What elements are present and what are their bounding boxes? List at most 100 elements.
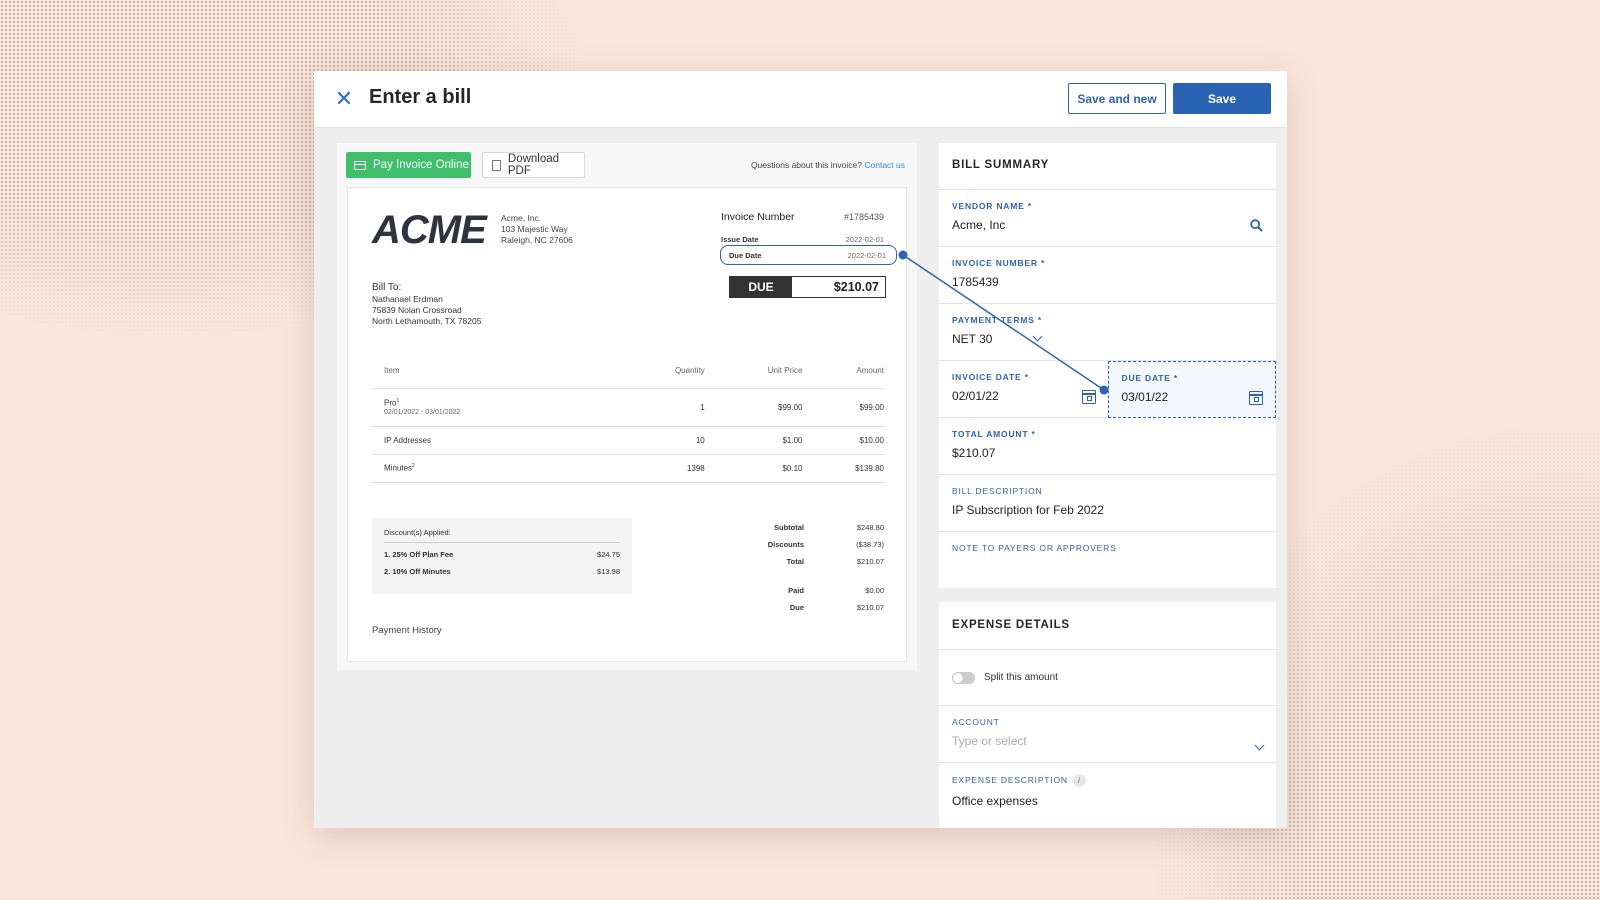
account-label: ACCOUNT [952, 717, 1000, 727]
info-icon[interactable]: i [1072, 774, 1086, 787]
column-header-item: Item [372, 366, 621, 389]
chevron-down-icon[interactable] [1032, 331, 1043, 342]
vendor-address: Acme, Inc. 103 Majestic Way Raleigh, NC … [501, 213, 573, 246]
invoice-number-value: #1785439 [843, 212, 884, 222]
totals-label: Due [789, 603, 804, 612]
totals-label: Total [786, 557, 804, 566]
acme-logo: ACME [372, 208, 487, 252]
vendor-name-label: VENDOR NAME * [952, 201, 1032, 211]
chevron-down-icon[interactable] [1254, 736, 1265, 754]
totals-row: Total $210.07 [728, 557, 884, 574]
invoice-preview-panel: Pay Invoice Online Download PDF Question… [337, 143, 917, 670]
expense-description-value[interactable]: Office expenses [952, 794, 1038, 808]
totals-label: Subtotal [774, 523, 804, 532]
bill-description-field[interactable]: BILL DESCRIPTION IP Subscription for Feb… [939, 475, 1276, 532]
bill-to-heading: Bill To: [372, 282, 402, 293]
expense-description-field[interactable]: EXPENSE DESCRIPTION i Office expenses [939, 763, 1276, 820]
item-footnote: 1 [396, 398, 400, 405]
payment-history-label: Payment History [372, 625, 442, 636]
totals-row: Discounts ($38.73) [728, 540, 884, 557]
unit-price-cell: $0.10 [704, 454, 803, 483]
bill-to-line: North Lethamouth, TX 78205 [372, 316, 482, 326]
vendor-name-field[interactable]: VENDOR NAME * Acme, Inc [939, 190, 1276, 247]
invoice-date-field[interactable]: INVOICE DATE * 02/01/22 [939, 361, 1108, 418]
quantity-cell: 1 [620, 388, 705, 427]
account-select[interactable]: ACCOUNT Type or select [939, 706, 1276, 763]
total-amount-field[interactable]: TOTAL AMOUNT * $210.07 [939, 418, 1276, 475]
totals-row: Subtotal $248.80 [728, 523, 884, 540]
split-amount-row: Split this amount [939, 650, 1276, 706]
amount-cell: $99.00 [802, 388, 884, 427]
search-icon[interactable] [1250, 219, 1263, 237]
invoice-number-label: Invoice Number [721, 211, 795, 223]
close-icon[interactable]: ✕ [334, 86, 354, 111]
total-amount-label: TOTAL AMOUNT * [952, 429, 1036, 439]
totals-value: ($38.73) [856, 540, 884, 549]
invoice-number-field[interactable]: INVOICE NUMBER * 1785439 [939, 247, 1276, 304]
discount-row: 1. 25% Off Plan Fee $24.75 [384, 550, 620, 559]
pdf-file-icon [492, 159, 501, 171]
enter-bill-modal: ✕ Enter a bill Save and new Save Pay Inv… [314, 71, 1287, 828]
discount-value: $24.75 [597, 550, 620, 559]
split-amount-label: Split this amount [984, 672, 1058, 683]
issue-date-value: 2022-02-01 [845, 235, 884, 244]
totals-value: $210.07 [856, 603, 884, 612]
expense-description-label: EXPENSE DESCRIPTION [952, 774, 1068, 785]
payment-terms-select[interactable]: PAYMENT TERMS * NET 30 [939, 304, 1276, 361]
totals-value: $210.07 [856, 557, 884, 566]
account-input[interactable]: Type or select [952, 734, 1027, 748]
issue-date-label: Issue Date [721, 235, 759, 244]
due-date-field[interactable]: DUE DATE * 03/01/22 [1107, 361, 1276, 418]
quantity-cell: 10 [620, 426, 705, 455]
totals-label: Paid [788, 586, 804, 595]
item-footnote: 2 [412, 463, 415, 470]
bill-summary-title: BILL SUMMARY [939, 143, 1276, 190]
pay-invoice-label: Pay Invoice Online [373, 159, 469, 171]
invoice-items-table: Item Quantity Unit Price Amount Pro1 02/… [372, 366, 884, 483]
invoice-date-value[interactable]: 02/01/22 [952, 389, 999, 403]
quantity-cell: 1398 [620, 454, 705, 483]
bill-description-value[interactable]: IP Subscription for Feb 2022 [952, 503, 1104, 517]
questions-label: Questions about this invoice? [750, 160, 862, 170]
due-date-highlight: Due Date 2022-02-01 [720, 245, 897, 265]
totals-value: $0.00 [865, 586, 884, 595]
amount-cell: $139.80 [802, 454, 884, 483]
column-header-quantity: Quantity [620, 366, 705, 389]
modal-header: ✕ Enter a bill Save and new Save [314, 71, 1287, 128]
bill-summary-card: BILL SUMMARY VENDOR NAME * Acme, Inc INV… [939, 143, 1276, 588]
expense-details-title: EXPENSE DETAILS [939, 602, 1276, 650]
vendor-address-line: Raleigh, NC 27606 [501, 235, 573, 245]
item-cell: IP Addresses [372, 426, 621, 455]
total-amount-value[interactable]: $210.07 [952, 446, 996, 460]
note-label: NOTE TO PAYERS OR APPROVERS [952, 543, 1117, 553]
save-and-new-button[interactable]: Save and new [1068, 83, 1166, 114]
amount-cell: $10.00 [802, 426, 884, 455]
unit-price-cell: $1.00 [704, 426, 803, 455]
item-name: IP Addresses [384, 435, 431, 445]
totals-block: Subtotal $248.80 Discounts ($38.73) Tota… [728, 523, 884, 620]
vendor-name-value[interactable]: Acme, Inc [952, 218, 1006, 232]
payment-terms-label: PAYMENT TERMS * [952, 315, 1042, 325]
totals-value: $248.80 [856, 523, 884, 532]
column-header-amount: Amount [802, 366, 884, 389]
vendor-address-line: 103 Majestic Way [501, 224, 568, 234]
calendar-icon[interactable] [1249, 391, 1263, 405]
contact-us-link[interactable]: Contact us [864, 160, 905, 170]
due-date-field-label: DUE DATE * [1121, 373, 1178, 383]
invoice-document: ACME Acme, Inc. 103 Majestic Way Raleigh… [347, 187, 907, 662]
due-date-value: 2022-02-01 [847, 250, 886, 260]
questions-text: Questions about this invoice? Contact us [751, 160, 905, 170]
due-date-field-value[interactable]: 03/01/22 [1121, 390, 1169, 404]
note-field[interactable]: NOTE TO PAYERS OR APPROVERS [939, 532, 1276, 589]
download-pdf-label: Download PDF [507, 153, 560, 177]
table-row: Minutes2 1398 $0.10 $139.80 [372, 454, 884, 483]
invoice-number-field-value[interactable]: 1785439 [952, 275, 999, 289]
calendar-icon[interactable] [1081, 390, 1096, 404]
invoice-number-field-label: INVOICE NUMBER * [952, 258, 1046, 268]
modal-title: Enter a bill [369, 86, 472, 108]
split-amount-toggle[interactable] [952, 671, 975, 684]
due-date-label: Due Date [729, 250, 762, 260]
download-pdf-button[interactable]: Download PDF [482, 152, 585, 178]
pay-invoice-online-button[interactable]: Pay Invoice Online [346, 152, 471, 178]
save-button[interactable]: Save [1173, 83, 1271, 114]
